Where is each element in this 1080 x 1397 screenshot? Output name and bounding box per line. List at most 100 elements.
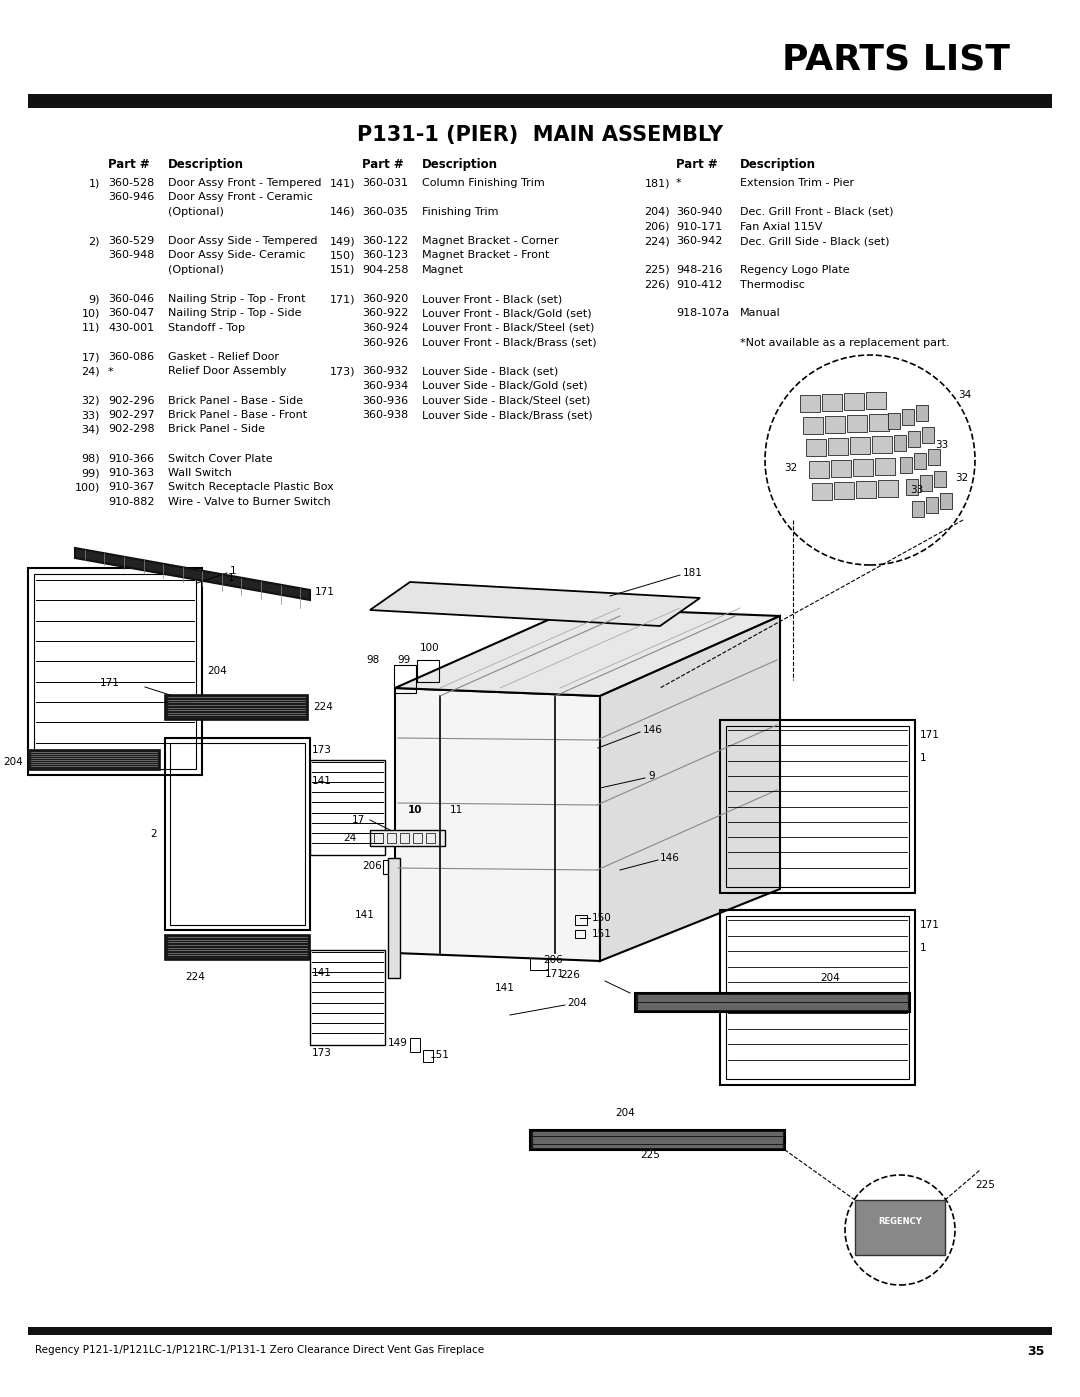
Text: 171: 171: [545, 970, 565, 979]
Bar: [934, 471, 946, 488]
Text: 146: 146: [643, 725, 663, 735]
Bar: [165, 935, 310, 960]
Text: Switch Cover Plate: Switch Cover Plate: [168, 454, 272, 464]
Text: 10: 10: [408, 805, 422, 814]
Text: 225: 225: [640, 1150, 660, 1160]
Bar: [866, 393, 886, 409]
Text: Door Assy Front - Tempered: Door Assy Front - Tempered: [168, 177, 322, 189]
Bar: [825, 416, 845, 433]
Text: Wire - Valve to Burner Switch: Wire - Valve to Burner Switch: [168, 497, 330, 507]
Text: 151: 151: [430, 1051, 450, 1060]
Bar: [853, 460, 873, 476]
Bar: [400, 833, 409, 842]
Bar: [720, 909, 915, 1085]
Bar: [872, 436, 892, 453]
Text: 141: 141: [495, 983, 515, 993]
Text: *Not available as a replacement part.: *Not available as a replacement part.: [740, 338, 949, 348]
Text: 360-926: 360-926: [362, 338, 408, 348]
Text: 33): 33): [82, 409, 100, 420]
Text: Regency Logo Plate: Regency Logo Plate: [740, 265, 850, 275]
Text: 910-412: 910-412: [676, 279, 723, 289]
Text: 2: 2: [150, 828, 157, 840]
Text: Louver Side - Black/Steel (set): Louver Side - Black/Steel (set): [422, 395, 591, 405]
Text: 98: 98: [367, 655, 380, 665]
Text: 32): 32): [81, 395, 100, 405]
Bar: [914, 453, 926, 469]
Text: 150): 150): [329, 250, 355, 260]
Text: 360-046: 360-046: [108, 293, 154, 305]
Text: 24: 24: [343, 833, 357, 842]
Text: 918-107a: 918-107a: [676, 309, 729, 319]
Text: 206: 206: [543, 956, 563, 965]
Text: 360-924: 360-924: [362, 323, 408, 332]
Text: Standoff - Top: Standoff - Top: [168, 323, 245, 332]
Text: 360-936: 360-936: [362, 395, 408, 405]
Bar: [530, 958, 548, 970]
Text: 360-922: 360-922: [362, 309, 408, 319]
Text: 11: 11: [450, 805, 463, 814]
Bar: [33, 574, 195, 768]
Text: 24): 24): [81, 366, 100, 377]
Bar: [800, 395, 820, 412]
Text: 141: 141: [312, 968, 332, 978]
Text: Door Assy Side- Ceramic: Door Assy Side- Ceramic: [168, 250, 306, 260]
Text: 171: 171: [920, 731, 940, 740]
Text: 360-123: 360-123: [362, 250, 408, 260]
Text: 902-296: 902-296: [108, 395, 154, 405]
Bar: [875, 458, 895, 475]
Text: 910-171: 910-171: [676, 222, 723, 232]
Polygon shape: [370, 583, 700, 626]
Text: Column Finishing Trim: Column Finishing Trim: [422, 177, 544, 189]
Text: Nailing Strip - Top - Front: Nailing Strip - Top - Front: [168, 293, 306, 305]
Text: 360-938: 360-938: [362, 409, 408, 420]
Text: 360-035: 360-035: [362, 207, 408, 217]
Text: Switch Receptacle Plastic Box: Switch Receptacle Plastic Box: [168, 482, 334, 493]
Text: 32: 32: [955, 474, 969, 483]
Text: 226): 226): [645, 279, 670, 289]
Bar: [834, 482, 854, 499]
Bar: [828, 439, 848, 455]
Polygon shape: [75, 548, 310, 599]
Text: P131-1 (PIER)  MAIN ASSEMBLY: P131-1 (PIER) MAIN ASSEMBLY: [356, 124, 724, 145]
Text: 34): 34): [81, 425, 100, 434]
Bar: [908, 432, 920, 447]
Bar: [28, 94, 1052, 108]
Text: 34: 34: [958, 390, 971, 400]
Text: Extension Trim - Pier: Extension Trim - Pier: [740, 177, 854, 189]
Text: 948-216: 948-216: [676, 265, 723, 275]
Text: Description: Description: [422, 158, 498, 170]
Text: 204: 204: [207, 666, 227, 676]
Text: *: *: [108, 366, 113, 377]
Text: 902-298: 902-298: [108, 425, 154, 434]
Text: 9): 9): [89, 293, 100, 305]
Text: Nailing Strip - Top - Side: Nailing Strip - Top - Side: [168, 309, 301, 319]
Bar: [822, 394, 842, 411]
Text: *: *: [676, 177, 681, 189]
Bar: [575, 915, 588, 925]
Text: 360-031: 360-031: [362, 177, 408, 189]
Text: 204: 204: [3, 757, 23, 767]
Bar: [165, 694, 308, 719]
Bar: [900, 457, 912, 474]
Bar: [809, 461, 829, 478]
Text: Louver Side - Black/Gold (set): Louver Side - Black/Gold (set): [422, 381, 588, 391]
Text: 430-001: 430-001: [108, 323, 154, 332]
Text: 100): 100): [75, 482, 100, 493]
Text: Gasket - Relief Door: Gasket - Relief Door: [168, 352, 279, 362]
Bar: [831, 460, 851, 476]
Text: 1: 1: [230, 566, 237, 576]
Text: Thermodisc: Thermodisc: [740, 279, 805, 289]
Text: 173): 173): [329, 366, 355, 377]
Bar: [843, 393, 864, 409]
Text: 910-367: 910-367: [108, 482, 154, 493]
Text: 224: 224: [313, 703, 333, 712]
Text: 181: 181: [683, 569, 703, 578]
Bar: [940, 493, 951, 509]
Text: 224: 224: [185, 972, 205, 982]
Text: PARTS LIST: PARTS LIST: [782, 42, 1010, 75]
Text: 360-942: 360-942: [676, 236, 723, 246]
Text: 1): 1): [89, 177, 100, 189]
Text: 360-086: 360-086: [108, 352, 154, 362]
Text: Manual: Manual: [740, 309, 781, 319]
Bar: [417, 659, 438, 682]
